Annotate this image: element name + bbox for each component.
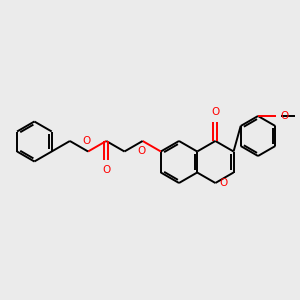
Text: O: O — [280, 111, 289, 121]
Text: O: O — [137, 146, 146, 156]
Text: O: O — [102, 165, 110, 175]
Text: O: O — [211, 107, 220, 117]
Text: O: O — [82, 136, 90, 146]
Text: O: O — [219, 178, 228, 188]
